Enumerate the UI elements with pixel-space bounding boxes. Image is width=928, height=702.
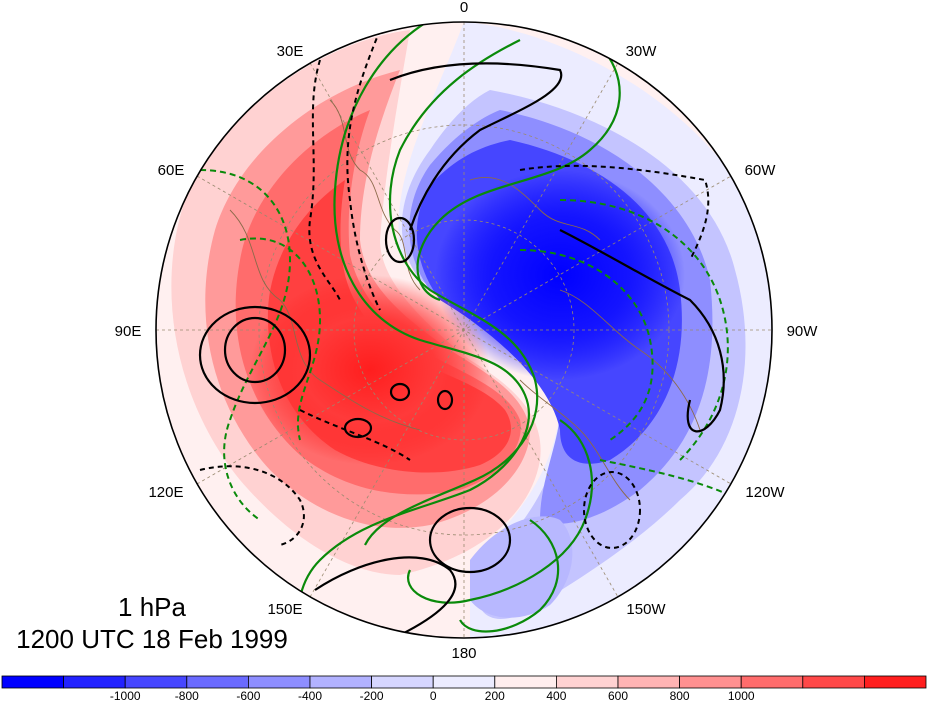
- colorbar-swatch: [186, 675, 249, 689]
- lon-label-60e: 60E: [158, 162, 185, 179]
- lon-label-120w: 120W: [745, 484, 785, 501]
- black-dashed-3: [199, 465, 305, 546]
- black-solid-7: [314, 556, 457, 636]
- colorbar: -1000 -800 -600 -400 -200 0 200 400 600 800 1000: [1, 675, 927, 702]
- lon-label-180: 180: [451, 645, 476, 662]
- green-solid-2: [364, 39, 539, 546]
- lon-label-30w: 30W: [626, 43, 658, 60]
- black-dashed-4: [519, 164, 710, 261]
- colorbar-tick-label: -200: [360, 689, 384, 702]
- black-solid-closed-2: [223, 316, 287, 384]
- lon-label-150w: 150W: [626, 601, 666, 618]
- colorbar-swatch: [309, 675, 372, 689]
- title-time: 1200 UTC 18 Feb 1999: [16, 624, 288, 654]
- black-dashed-closed-5: [583, 471, 641, 549]
- title-level: 1 hPa: [118, 592, 186, 622]
- colorbar-swatch: [1, 675, 64, 689]
- green-solid-1: [297, 22, 531, 631]
- lon-label-150e: 150E: [267, 601, 302, 618]
- colorbar-swatch: [802, 675, 865, 689]
- colorbar-tick-label: -400: [298, 689, 322, 702]
- green-solid-4: [407, 419, 593, 604]
- colorbar-tick-label: -600: [236, 689, 260, 702]
- colorbar-tick-label: 400: [546, 689, 566, 702]
- coastline-asia: [229, 209, 421, 431]
- lon-label-90w: 90W: [787, 323, 819, 340]
- colorbar-swatch: [740, 675, 804, 689]
- black-solid-closed-1: [198, 305, 312, 405]
- coastline-america: [559, 289, 701, 431]
- green-solid-5: [459, 519, 560, 633]
- black-solid-4: [559, 229, 725, 433]
- colorbar-swatch: [124, 675, 188, 689]
- coastlines: [229, 99, 701, 501]
- colorbar-swatch: [494, 675, 557, 689]
- parallel-30: [353, 219, 575, 441]
- lon-label-0: 0: [460, 0, 468, 16]
- colorbar-tick-label: 600: [608, 689, 628, 702]
- map-disk: [156, 22, 772, 638]
- black-dashed-2: [308, 59, 341, 301]
- meridian-150: [309, 62, 619, 598]
- black-solid-closed-9: [436, 389, 454, 411]
- colorbar-tick-label: -800: [175, 689, 199, 702]
- colorbar-tick-label: -1000: [110, 689, 141, 702]
- lon-label-90e: 90E: [115, 323, 142, 340]
- figure-title: 1 hPa 1200 UTC 18 Feb 1999: [16, 592, 288, 654]
- colorbar-swatch: [371, 675, 434, 689]
- shading-red-core: [250, 275, 490, 465]
- lon-label-30e: 30E: [277, 43, 304, 60]
- green-dashed-2: [239, 237, 322, 441]
- colorbar-swatch: [864, 675, 927, 689]
- green-dashed-3: [559, 199, 729, 461]
- colorbar-swatch: [617, 675, 680, 689]
- black-solid-closed-5: [384, 216, 416, 264]
- parallel-60: [258, 124, 670, 536]
- colorbar-swatch: [679, 675, 742, 689]
- colorbar-swatch: [556, 675, 619, 689]
- colorbar-tick-label: 200: [485, 689, 505, 702]
- green-dashed-1: [199, 169, 292, 521]
- black-solid-closed-6: [428, 506, 512, 574]
- green-solid-contours: [297, 22, 621, 633]
- colorbar-swatch: [63, 675, 126, 689]
- colorbar-tick-label: 0: [430, 689, 437, 702]
- green-dashed-4: [519, 249, 654, 441]
- black-solid-contours: [198, 62, 725, 636]
- lon-label-120e: 120E: [148, 484, 183, 501]
- coastline-pacific: [519, 379, 631, 501]
- colorbar-tick-label: 800: [670, 689, 690, 702]
- shading-blue-core: [435, 170, 685, 380]
- colorbar-tick-label: 1000: [728, 689, 755, 702]
- map-boundary: [155, 21, 773, 639]
- coastline-greenland: [469, 176, 601, 241]
- black-dashed-contours: [199, 29, 710, 549]
- black-solid-closed-8: [389, 382, 411, 402]
- black-solid-closed-10: [343, 417, 373, 439]
- colorbar-swatch: [432, 675, 496, 689]
- black-dashed-6: [299, 409, 411, 461]
- colorbar-swatch: [247, 675, 311, 689]
- black-solid-3: [389, 62, 563, 231]
- longitude-labels: 0 30E 30W 60E 60W 90E 90W 120E 120W 150E…: [115, 0, 819, 662]
- lon-label-60w: 60W: [745, 162, 777, 179]
- green-solid-3: [416, 44, 621, 302]
